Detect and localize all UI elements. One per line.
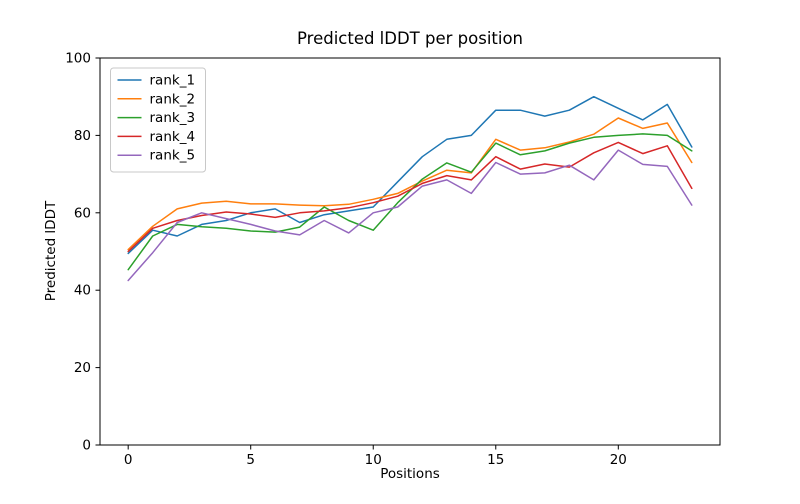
y-axis-label: Predicted lDDT — [43, 200, 59, 301]
legend-label-rank_3: rank_3 — [150, 110, 196, 126]
legend-label-rank_2: rank_2 — [150, 91, 196, 107]
x-axis-label: Positions — [380, 466, 440, 482]
series-line-rank_1 — [127, 95, 693, 255]
y-tick-label: 0 — [82, 438, 91, 454]
x-tick-label: 10 — [365, 452, 382, 468]
legend-box — [110, 67, 206, 173]
legend-label-rank_5: rank_5 — [150, 148, 196, 164]
series-line-rank_2 — [127, 117, 693, 251]
x-tick-label: 20 — [610, 452, 627, 468]
series-line-rank_4 — [127, 141, 693, 253]
series-line-rank_5 — [127, 149, 693, 282]
chart-title: Predicted lDDT per position — [297, 29, 523, 48]
y-tick-label: 100 — [65, 51, 91, 67]
series-line-rank_3 — [127, 133, 693, 271]
axes-frame — [99, 57, 721, 446]
y-tick-label: 20 — [74, 360, 91, 376]
x-tick-label: 0 — [124, 452, 133, 468]
chart-dynamic-layer: 0 5 10 15 20 0 20 40 60 80 100 rank_1 rank_2 rank_3ra… — [65, 51, 693, 468]
x-tick-label: 15 — [487, 452, 504, 468]
y-tick-label: 60 — [74, 205, 91, 221]
y-tick-label: 40 — [74, 283, 91, 299]
legend-label-rank_4: rank_4 — [150, 129, 196, 145]
x-tick-label: 5 — [246, 452, 255, 468]
legend-label-rank_1: rank_1 — [150, 73, 196, 89]
y-tick-label: 80 — [74, 128, 91, 144]
